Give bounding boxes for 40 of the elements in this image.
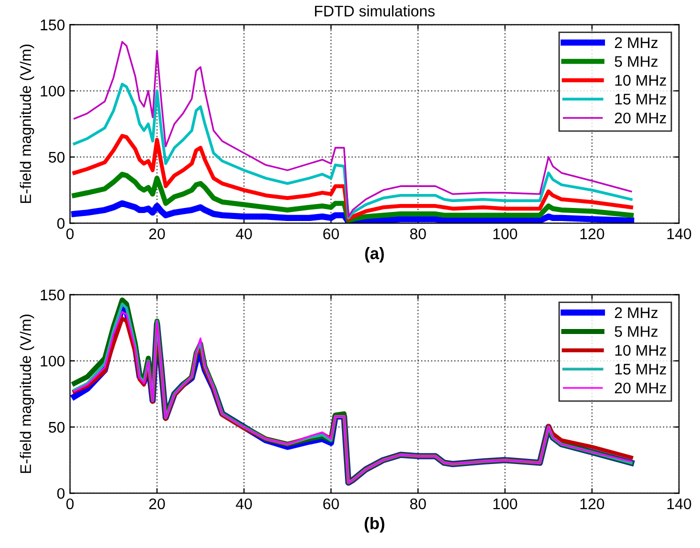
y-tick-label: 100: [40, 86, 65, 97]
x-tick-label: 120: [580, 498, 604, 510]
legend-label: 2 MHz: [614, 307, 658, 318]
legend-label: 5 MHz: [614, 56, 658, 67]
y-tick-label: 50: [48, 422, 65, 433]
x-tick-label: 0: [66, 498, 74, 510]
y-tick-label: 50: [48, 152, 65, 163]
legend-label: 15 MHz: [615, 364, 666, 375]
y-tick-label: 100: [40, 356, 65, 367]
y-axis-title: E-field magnitude (V/m): [20, 314, 34, 473]
y-tick-label: 0: [57, 218, 65, 229]
text: (a): [365, 247, 384, 263]
legend-label: 5 MHz: [614, 326, 658, 337]
x-tick-label: 0: [66, 228, 74, 240]
x-tick-label: 60: [323, 498, 339, 510]
x-tick-label: 60: [323, 228, 339, 240]
x-tick-label: 20: [149, 498, 165, 510]
y-tick-label: 150: [40, 290, 65, 300]
x-tick-label: 20: [149, 228, 165, 240]
x-tick-label: 100: [493, 498, 518, 510]
legend-label: 20 MHz: [614, 112, 666, 124]
legend-label: 10 MHz: [615, 74, 666, 86]
y-tick-label: 150: [40, 20, 65, 30]
x-tick-label: 40: [236, 228, 252, 240]
text: (b): [364, 517, 384, 533]
x-tick-label: 100: [493, 228, 518, 240]
x-tick-label: 140: [667, 228, 692, 240]
legend-label: 20 MHz: [614, 382, 666, 394]
legend-label: 10 MHz: [615, 344, 666, 356]
x-tick-label: 40: [236, 498, 252, 510]
legend-label: 2 MHz: [614, 37, 658, 48]
line-series: [72, 134, 634, 222]
x-tick-label: 140: [667, 498, 692, 510]
y-tick-label: 0: [57, 488, 65, 499]
legend-label: 15 MHz: [615, 94, 666, 105]
x-tick-label: 120: [580, 228, 604, 240]
x-tick-label: 80: [410, 228, 426, 240]
y-axis-title: E-field magnitude (V/m): [20, 44, 34, 203]
chart-title: FDTD simulations: [315, 5, 435, 16]
x-tick-label: 80: [410, 498, 426, 510]
